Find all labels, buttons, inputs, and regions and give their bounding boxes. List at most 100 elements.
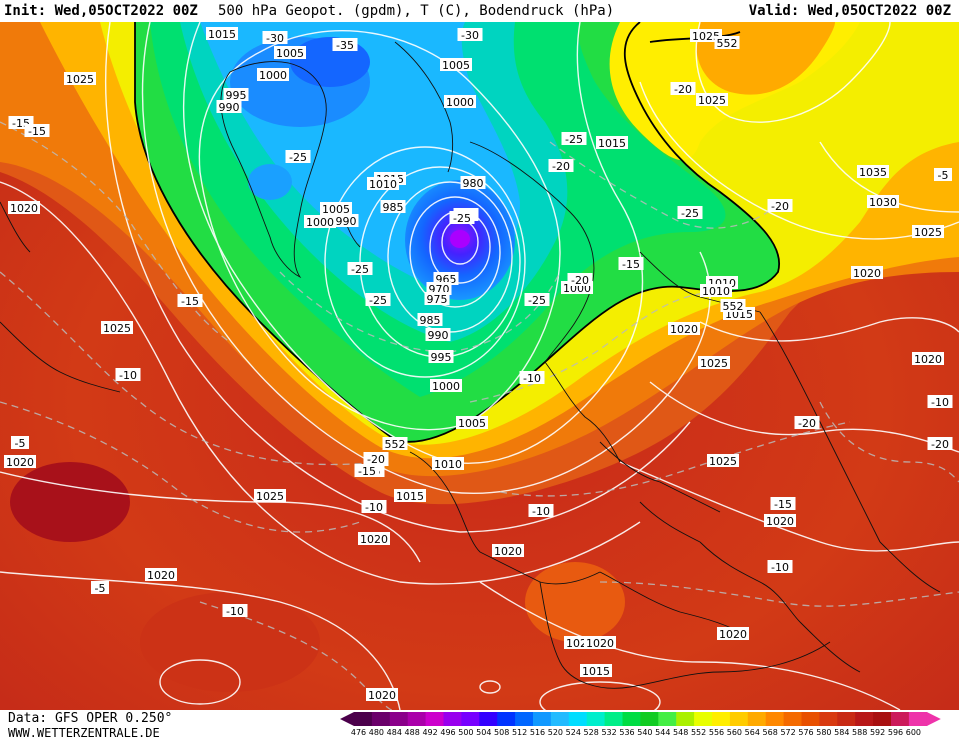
legend-value: 580 [816,728,832,737]
isotherm-label-box [519,371,545,384]
legend-swatch [819,712,838,726]
legend-value: 476 [350,728,367,737]
isotherm-label-box [354,464,380,477]
legend-swatch [425,712,444,726]
legend-swatch [461,712,480,726]
isotherm-label: -10 [927,395,953,409]
isotherm-label-text: -10 [931,396,949,409]
isobar-label-box [254,489,286,502]
isotherm-label-text: -20 [798,417,816,430]
isobar-label-box [64,72,96,85]
isotherm-label-box [11,436,29,449]
isobar-label: 1015 [394,489,426,503]
isobar-label: 1025 [912,225,944,239]
isobar-label-box [717,627,749,640]
isobar-label: 1020 [8,201,40,215]
height-contour-label-text: 552 [723,300,744,313]
isobar-label-text: 1000 [306,216,334,229]
isobar-label-box [857,165,889,178]
isotherm-label-text: -20 [552,160,570,173]
legend-value: 532 [601,728,617,737]
isobar-label: 1025 [64,72,96,86]
isotherm-label: -10 [222,604,248,618]
isotherm-label-box [524,293,550,306]
isotherm-label-text: -10 [226,605,244,618]
isobar-label: 1020 [358,532,390,546]
isobar-label: 980 [460,176,486,190]
legend-value: 564 [744,728,760,737]
isotherm-label-box [927,395,953,408]
isobar-label: 1025 [696,93,728,107]
legend-swatch [389,712,409,726]
low-centre-core [450,230,470,248]
isobar-label-box [912,352,944,365]
legend-swatch [676,712,695,726]
isotherm-label-text: -20 [674,83,692,96]
legend-value: 500 [458,728,474,737]
isotherm-label: -10 [519,371,545,385]
isobar-label: 1010 [432,457,464,471]
isotherm-label-text: -25 [565,133,583,146]
map-header: Init: Wed,05OCT2022 00Z 500 hPa Geopot. … [0,0,959,22]
isobar-label-box [320,202,352,215]
isobar-label-text: 1015 [208,28,236,41]
isobar-label-text: 990 [219,101,240,114]
isobar-label-box [216,100,242,113]
isobar-label-text: 1025 [66,73,94,86]
isotherm-label-text: -15 [28,125,46,138]
isotherm-label: -20 [767,199,793,213]
temperature-labels: -30-35-30-25-25-25 -25-20-25-20-25-20-15-… [8,28,953,618]
isobar-label: 995 [223,88,249,102]
isotherm-label: -25 [347,262,373,276]
isobar-label-text: 1005 [442,59,470,72]
legend-swatch [783,712,802,726]
isobar-label-text: 1025 [692,30,720,43]
legend-value: 556 [708,728,725,737]
isobar-label-box [223,88,249,101]
isobar-label: 1010 [700,284,732,298]
isobar-label-text: 1020 [853,267,881,280]
isotherm-label: -20 [794,416,820,430]
isotherm-label: -5 [934,168,952,182]
isotherm-label-box [767,560,793,573]
isobar-label-box [333,214,359,227]
isobar-label-text: 1020 [494,545,522,558]
isotherm-label-text: -5 [95,582,106,595]
isobar-label: 1005 [320,202,352,216]
isobar-label-text: 1005 [276,47,304,60]
isotherm-label: -20 [548,159,574,173]
isotherm-label: -15 [24,124,50,138]
isotherm-label: -15 [618,257,644,271]
isobar-label-box [690,29,722,42]
isobar-label-text: 985 [420,314,441,327]
init-time-label: Init: Wed,05OCT2022 00Z [4,3,198,19]
legend-value: 520 [547,728,564,737]
isotherm-label: -25 [524,293,550,307]
isotherm-label: -25 [677,206,703,220]
legend-arrow-low [340,712,354,726]
isobar-label: 1020 [668,322,700,336]
isotherm-label-text: -20 [571,274,589,287]
legend-swatch [855,712,874,726]
isobar-label: 1025 [707,454,739,468]
legend-value: 544 [655,728,671,737]
legend-swatch [443,712,462,726]
isotherm-label: -30 [457,28,483,42]
legend-swatch [712,712,731,726]
isobar-label-text: 1025 [698,94,726,107]
height-contour-label: 552 [720,299,746,313]
isobar-label-box [430,379,462,392]
height-labels: 552 552 552 [382,36,746,451]
isotherm-label-text: -30 [266,32,284,45]
isotherm-label-box [927,437,953,450]
isotherm-label: -5 [91,581,109,595]
legend-swatch [354,712,373,726]
height-contour-label-box [720,299,746,312]
isotherm-label-text: -25 [289,151,307,164]
map-footer: Data: GFS OPER 0.250° WWW.WETTERZENTRALE… [0,710,959,741]
isobar-label-box [492,544,524,557]
isotherm-label: -25 [285,150,311,164]
isotherm-label-box [528,504,554,517]
isobar-label: 1015 [596,136,628,150]
isobar-label-box [206,27,238,40]
